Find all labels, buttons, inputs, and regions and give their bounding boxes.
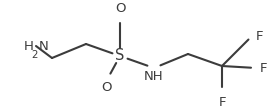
Text: NH: NH (144, 70, 164, 83)
Text: 2: 2 (31, 50, 37, 60)
Text: F: F (260, 61, 267, 75)
Text: S: S (115, 49, 125, 63)
Text: N: N (39, 40, 49, 52)
Text: F: F (256, 29, 264, 43)
Text: H: H (24, 40, 34, 52)
Text: F: F (218, 96, 226, 106)
Text: O: O (101, 81, 111, 94)
Text: O: O (115, 2, 125, 15)
